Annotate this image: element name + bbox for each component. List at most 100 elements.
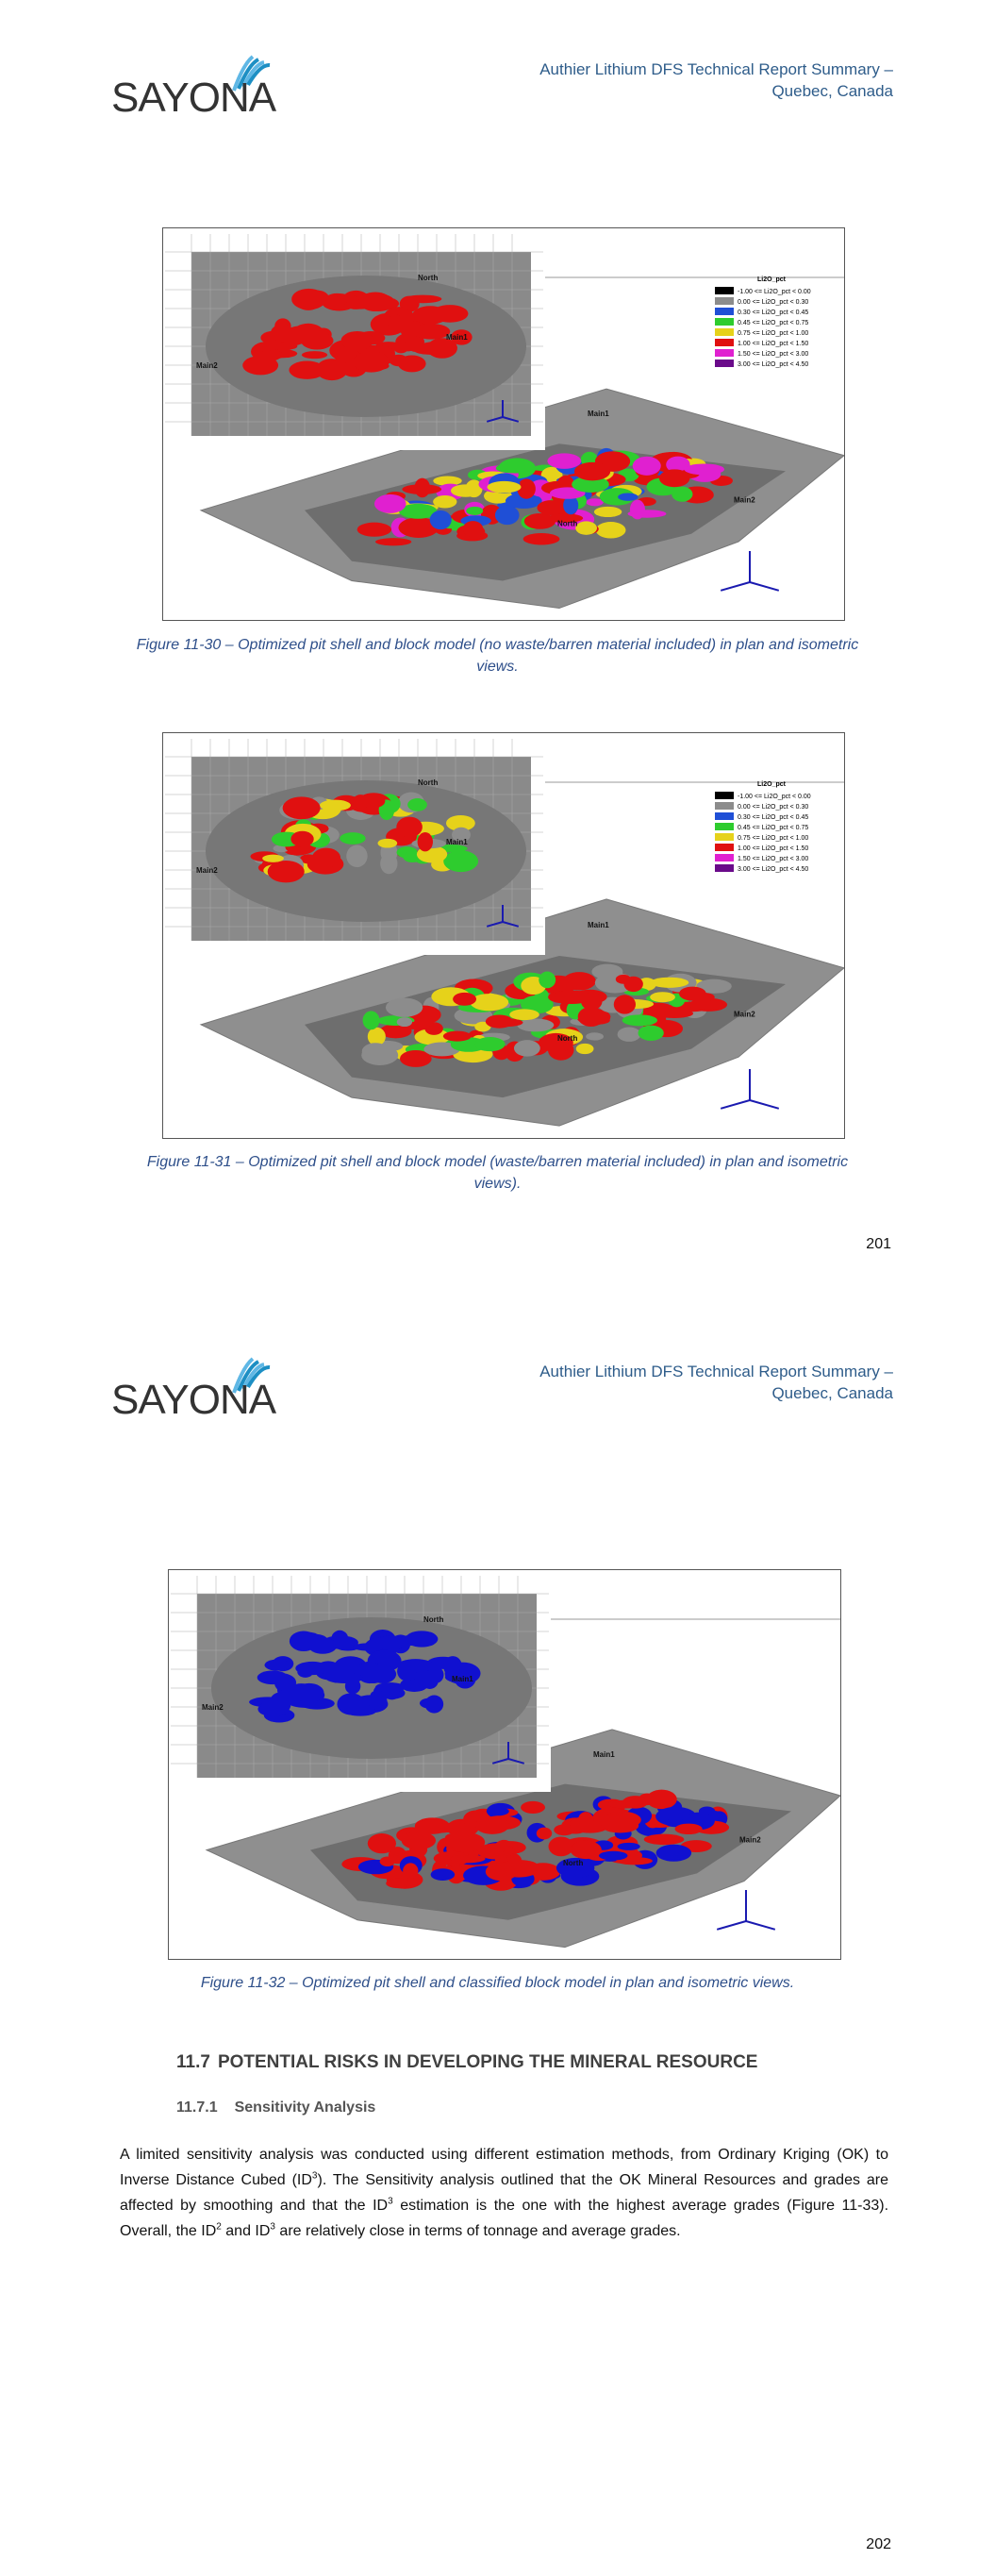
block [575,521,597,535]
block [400,1049,432,1067]
block [487,480,522,493]
plan-block [269,1692,291,1715]
block [357,522,392,537]
logo-swoosh [232,1357,255,1394]
axis-icon [486,921,504,928]
legend-swatch [715,833,734,841]
axis-icon [486,416,504,423]
plan-block [297,1665,314,1678]
plan-block [377,838,398,848]
logo-swoosh [232,55,255,92]
legend-swatch [715,360,734,367]
plan-block [396,1659,435,1673]
block [618,493,638,501]
superscript: 2 [216,2221,222,2233]
legend-swatch [715,792,734,799]
block [453,992,477,1006]
plan-block [454,1667,476,1689]
zone-label: Main1 [588,410,609,418]
plan-block [290,830,314,847]
text-run: A limited sensitivity analysis was condu… [120,2147,888,2188]
block [513,1040,540,1057]
block [367,1027,386,1046]
legend-label: 1.00 <= Li2O_pct < 1.50 [738,341,808,347]
block [646,1789,677,1810]
block [622,1796,649,1809]
zone-label: Main2 [734,1010,755,1018]
subsection-heading: 11.7.1 Sensitivity Analysis [176,2099,375,2116]
plan-block [404,294,442,304]
logo-swoosh [246,1364,271,1389]
block [622,1014,658,1027]
block [552,990,592,1004]
block [402,484,442,494]
plan-block [340,832,366,845]
plan-block [431,305,469,323]
legend-label: 0.00 <= Li2O_pct < 0.30 [738,299,808,306]
plan-block [417,832,433,852]
plan-block [292,323,324,343]
plan-block [274,1674,297,1692]
logo-swoosh [241,60,265,88]
plan-block [450,329,473,345]
axis-icon [507,1758,525,1765]
block [362,1011,380,1030]
paragraph: A limited sensitivity analysis was condu… [120,2142,888,2244]
block [570,1840,602,1860]
plan-block [412,323,451,340]
block [586,1032,604,1041]
legend-swatch [715,864,734,872]
block [520,995,554,1014]
figure-caption: Figure 11-31 – Optimized pit shell and b… [146,1154,849,1192]
text-run: ). The Sensitivity analysis outlined tha… [120,2172,889,2214]
legend-swatch [715,802,734,810]
block [578,1812,594,1828]
block [696,979,732,994]
legend-label: 3.00 <= Li2O_pct < 4.50 [738,866,808,873]
block [627,510,667,518]
legend-title: Li2O_pct [757,276,787,283]
header-line: Quebec, Canada [771,82,893,100]
block [616,1857,653,1865]
plan-block [262,854,284,862]
plan-block [307,1637,338,1654]
block [517,478,536,499]
block [433,494,457,509]
plan-block [311,847,341,868]
figure-image: North Main1 Main2 Main1 Main2 North Li2O_pct -1… [163,228,846,610]
block [367,1833,396,1854]
plan-block [421,1631,438,1647]
section-number: 11.7 [176,2052,210,2072]
zone-label: Main2 [196,361,218,370]
block [586,498,604,507]
block [462,521,484,538]
plan-block [426,338,457,359]
plan-block [364,1695,388,1707]
block [495,462,534,474]
block [494,505,520,526]
superscript: 3 [270,2221,275,2233]
block [429,510,452,530]
header-line: Quebec, Canada [771,1384,893,1402]
block [603,1811,641,1829]
zone-label: Main1 [446,838,468,846]
zone-label: Main1 [452,1675,473,1683]
logo-swoosh [241,1363,265,1390]
figure: North Main1 Main2 Main1 Main2 North Li2O_pct -1… [162,732,846,1139]
legend-swatch [715,349,734,357]
block [442,1030,472,1042]
plan-block [385,315,405,326]
subsection-number: 11.7.1 [176,2099,218,2116]
block [500,1863,539,1878]
axis-icon [749,581,780,592]
block [474,1037,506,1052]
section-title: POTENTIAL RISKS IN DEVELOPING THE MINERA… [217,2052,758,2072]
block [466,506,484,515]
block [509,1009,539,1021]
figure: North Main1 Main2 Main1 Main2 North Li2O_pct -1… [162,227,846,621]
block [361,1043,390,1061]
legend-label: 0.45 <= Li2O_pct < 0.75 [738,825,808,831]
block [591,963,623,979]
zone-label: Main2 [196,866,218,875]
